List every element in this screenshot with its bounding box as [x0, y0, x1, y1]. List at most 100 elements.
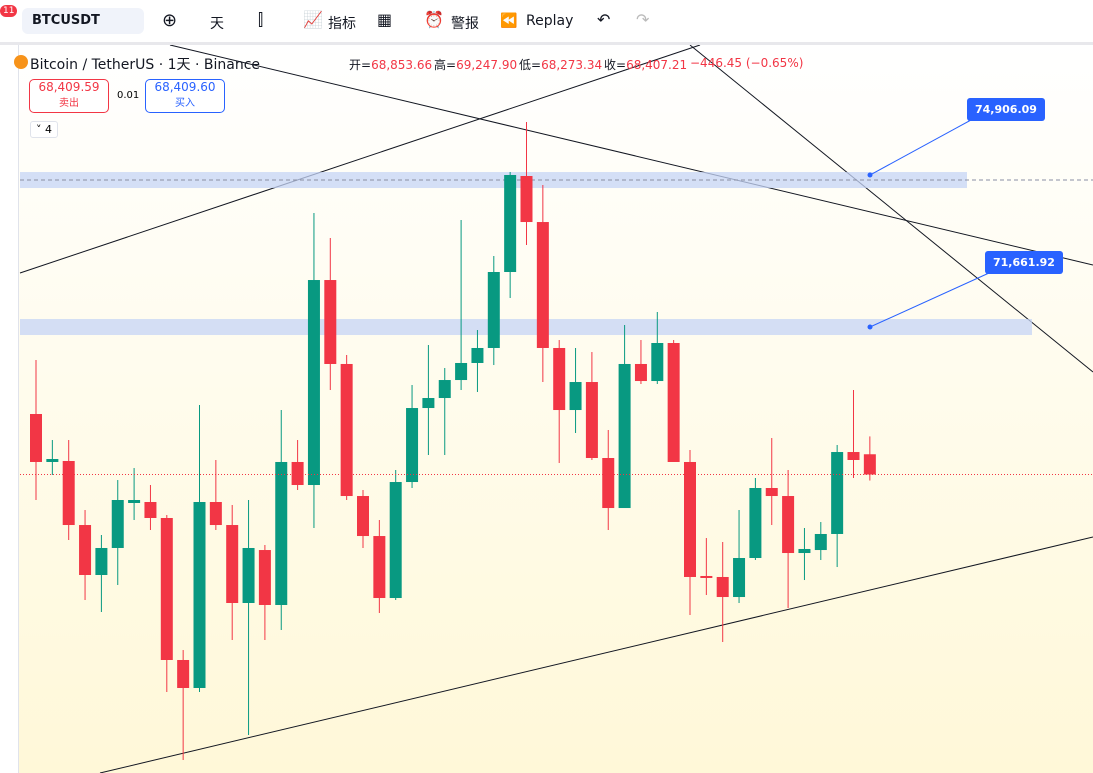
candle-body	[667, 343, 680, 462]
level-connector	[869, 119, 972, 176]
candle-body	[782, 496, 795, 554]
candle-body	[62, 460, 75, 526]
price-zone	[20, 172, 967, 189]
candle-body	[553, 347, 566, 411]
candle-body	[569, 382, 582, 411]
candle-body	[634, 363, 647, 382]
badge: 11	[0, 5, 18, 17]
change: −446.45 (−0.65%)	[690, 56, 804, 70]
candle-body	[504, 174, 517, 273]
candle-body	[422, 398, 435, 409]
candle-body	[291, 461, 304, 486]
sell-button[interactable]: 68,409.59 卖出	[29, 79, 109, 113]
legend-title: Bitcoin / TetherUS · 1天 · Binance	[14, 54, 261, 74]
level-connector	[869, 272, 990, 328]
alert-icon: ⏰	[424, 10, 444, 29]
candle-body	[831, 452, 844, 534]
layouts[interactable]: ▦	[377, 10, 393, 29]
candle-body	[651, 343, 664, 382]
replay[interactable]: Replay	[526, 13, 574, 29]
ohlc-value: 68,407.21	[626, 58, 688, 72]
sell-label: 卖出	[59, 98, 79, 109]
candle-body	[471, 347, 484, 363]
ohlc-value: 69,247.90	[456, 58, 518, 72]
level-anchor	[867, 324, 873, 330]
ohlc-item: 高=69,247.90	[434, 56, 517, 73]
candle-body	[373, 536, 386, 599]
candle-body	[716, 576, 729, 598]
trend-lines	[19, 44, 1093, 773]
candle-body	[340, 363, 353, 497]
candle-body	[324, 280, 337, 364]
redo[interactable]: ↷	[636, 10, 650, 29]
spread: 0.01	[117, 90, 140, 101]
candle-body	[585, 382, 598, 459]
candle-body	[733, 558, 746, 598]
candle-body	[79, 525, 92, 575]
candle-body	[847, 452, 860, 460]
buy-label: 买入	[175, 98, 195, 109]
ohlc-label: 收=	[604, 58, 627, 72]
candle-body	[487, 272, 500, 348]
replay-icon: ⏪	[500, 13, 518, 29]
candle-body	[455, 362, 468, 381]
price-zone	[20, 319, 1032, 336]
candle-body	[765, 487, 778, 497]
buy-price: 68,409.60	[154, 80, 216, 94]
undo[interactable]: ↶	[597, 10, 611, 29]
candle-body	[798, 548, 811, 554]
candle-body	[389, 482, 402, 599]
candle-body	[209, 501, 222, 526]
level-label: 74,906.09	[967, 98, 1045, 121]
candle-body	[193, 501, 206, 688]
indicators[interactable]: 指标	[328, 16, 356, 32]
ohlc-item: 低=68,273.34	[519, 56, 602, 73]
ohlc-value: 68,273.34	[541, 58, 603, 72]
candle-body	[30, 414, 42, 462]
candle-body	[536, 222, 549, 348]
interval[interactable]: 天	[210, 16, 224, 32]
candle-body	[307, 280, 320, 486]
candle-body	[618, 363, 631, 509]
candle-body	[357, 496, 369, 537]
level-label: 71,661.92	[985, 251, 1063, 274]
symbol-title: Bitcoin / TetherUS · 1天 · Binance	[30, 57, 261, 73]
candle-body	[160, 517, 173, 660]
left-toolbar	[0, 45, 19, 773]
indicator-count: 4	[45, 123, 52, 136]
ohlc-value: 68,853.66	[371, 58, 433, 72]
candle-body	[814, 533, 827, 551]
candle-body	[95, 547, 108, 575]
candle-body	[863, 454, 876, 475]
candle-body	[749, 487, 762, 559]
candle-body	[258, 550, 271, 605]
ohlc-item: 收=68,407.21	[604, 56, 687, 73]
candle-body	[406, 408, 419, 483]
add-button[interactable]: ⊕	[162, 10, 178, 31]
ohlc-label: 高=	[434, 58, 457, 72]
indicators-icon: 📈	[303, 10, 323, 29]
ohlc-label: 低=	[519, 58, 542, 72]
indicator-toggle[interactable]: ˅ 4	[30, 121, 58, 138]
candle-body	[226, 525, 239, 603]
chart-background	[0, 45, 1093, 773]
alerts[interactable]: 警报	[451, 16, 479, 32]
candle-body	[128, 500, 141, 503]
chart-type[interactable]: ⫿	[258, 10, 264, 29]
candle-body	[242, 547, 255, 603]
candle-body	[602, 458, 615, 509]
ohlc-label: 开=	[349, 58, 372, 72]
ohlc-item: 开=68,853.66	[349, 56, 432, 73]
symbol-search[interactable]: BTCUSDT	[22, 8, 144, 34]
candle-body	[177, 659, 190, 688]
toolbar: 11 BTCUSDT ⊕ 天 ⫿ 📈 指标 ▦ ⏰ 警报 ⏪ Replay ↶ …	[0, 0, 1093, 45]
candle-body	[46, 458, 59, 462]
candle-body	[684, 461, 696, 577]
candle-body	[275, 461, 288, 605]
candle-body	[111, 500, 124, 548]
candle-body	[144, 501, 157, 518]
buy-button[interactable]: 68,409.60 买入	[145, 79, 225, 113]
candle-body	[700, 575, 713, 578]
